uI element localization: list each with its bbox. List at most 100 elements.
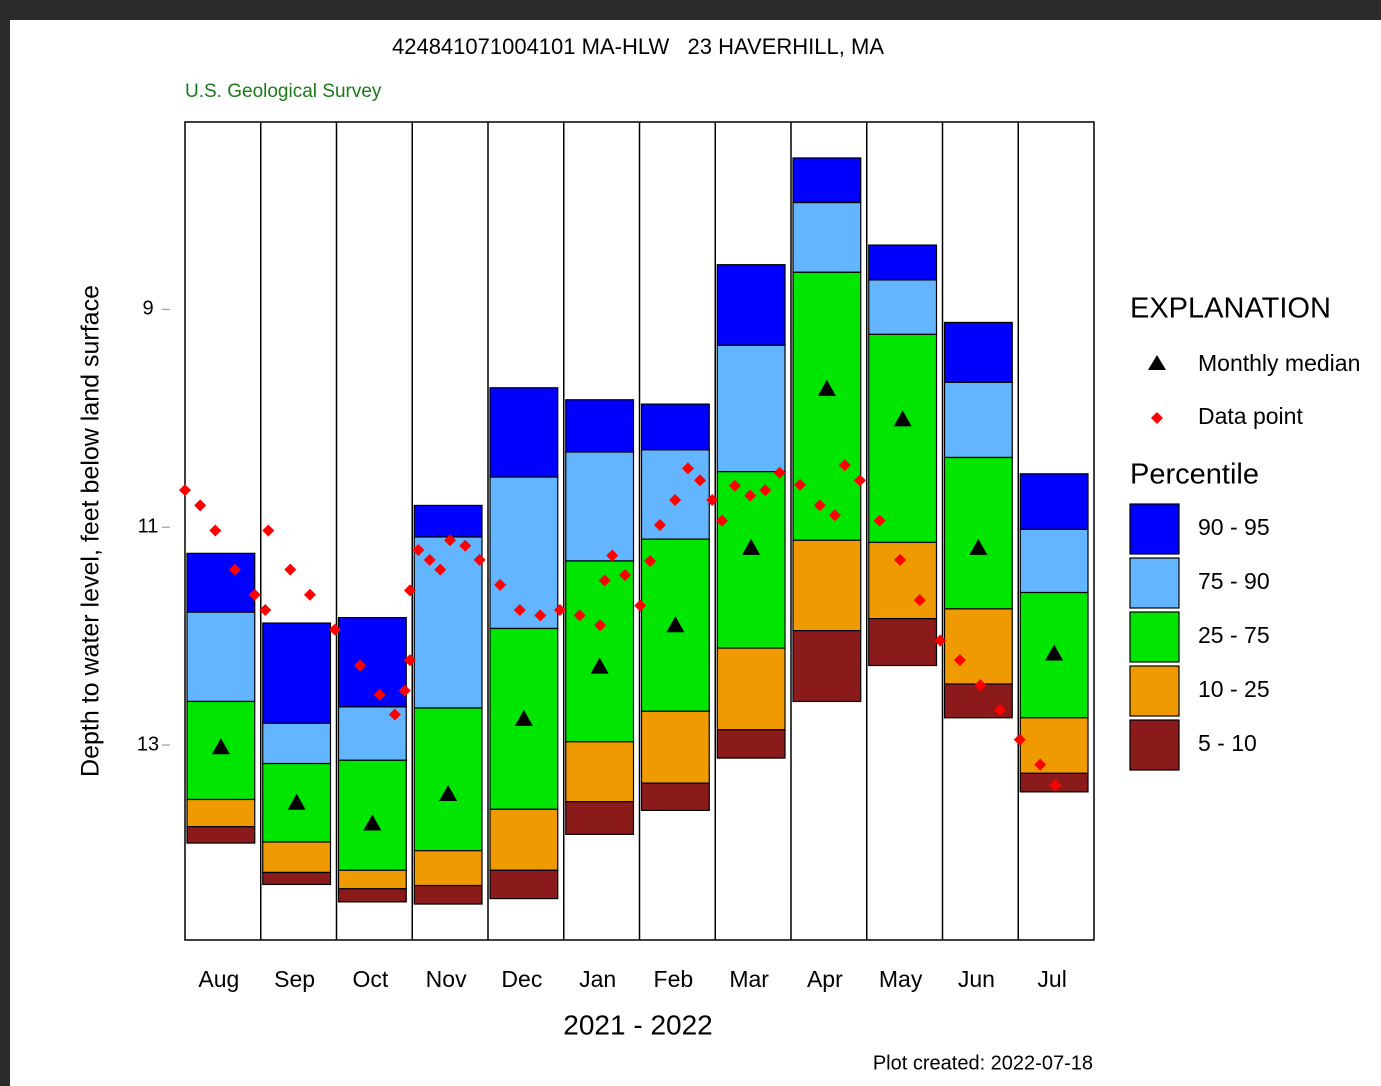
data-point: [1049, 779, 1062, 792]
legend-label: Monthly median: [1198, 350, 1360, 376]
data-point: [716, 514, 729, 527]
data-point: [606, 549, 619, 562]
percentile-box: [186, 798, 256, 828]
percentile-box: [489, 869, 559, 900]
percentile-box: [413, 504, 483, 538]
data-point: [1013, 733, 1026, 746]
percentile-box: [565, 451, 635, 562]
legend-subtitle: Percentile: [1130, 459, 1259, 491]
legend-label: 5 - 10: [1198, 730, 1257, 756]
percentile-box: [1019, 473, 1089, 530]
data-point: [248, 588, 261, 601]
data-point: [828, 509, 841, 522]
data-point: [209, 524, 222, 537]
data-point: [694, 474, 707, 487]
data-point: [553, 603, 566, 616]
median-marker: [969, 538, 988, 555]
x-tick-label: Sep: [274, 966, 315, 992]
percentile-box: [716, 264, 786, 346]
percentile-box: [868, 333, 938, 544]
x-tick-label: Apr: [807, 966, 843, 992]
data-point: [194, 499, 207, 512]
footer: Plot created: 2022-07-18: [873, 1052, 1093, 1074]
legend-swatch: [1129, 611, 1180, 663]
x-tick-label: Jan: [579, 966, 616, 992]
percentile-box: [792, 271, 862, 541]
percentile-box: [565, 560, 635, 743]
legend-title: EXPLANATION: [1130, 293, 1331, 325]
data-point: [773, 466, 786, 479]
data-point: [728, 479, 741, 492]
percentile-box: [868, 244, 938, 281]
percentile-box: [640, 782, 710, 811]
data-point: [494, 578, 507, 591]
percentile-box: [186, 611, 256, 703]
percentile-box: [262, 722, 332, 765]
x-tick-label: Mar: [729, 966, 769, 992]
percentile-box: [489, 808, 559, 871]
data-point: [573, 609, 586, 622]
legend-swatch: [1129, 665, 1180, 717]
percentile-box: [868, 541, 938, 620]
data-point: [398, 684, 411, 697]
legend-label: 10 - 25: [1198, 676, 1270, 702]
y-axis-label: Depth to water level, feet below land su…: [77, 285, 105, 777]
percentile-box: [1019, 717, 1089, 774]
data-point: [644, 554, 657, 567]
percentile-box: [943, 456, 1013, 610]
data-point: [913, 594, 926, 607]
legend-label: Data point: [1198, 403, 1303, 429]
plot-frame: [184, 121, 1095, 941]
data-point: [838, 459, 851, 472]
x-tick-label: Oct: [352, 966, 388, 992]
legend-swatch: [1129, 503, 1180, 555]
x-tick-label: Feb: [654, 966, 694, 992]
y-tick-label: 11: [138, 515, 159, 537]
x-axis-label: 2021 - 2022: [563, 1009, 712, 1040]
data-point: [459, 539, 472, 552]
percentile-box: [640, 710, 710, 784]
percentile-box: [186, 826, 256, 844]
data-point: [681, 462, 694, 475]
data-point: [412, 544, 425, 557]
legend-label: 75 - 90: [1198, 568, 1270, 594]
data-point: [284, 563, 297, 576]
percentile-box: [868, 279, 938, 335]
percentile-box: [1019, 528, 1089, 594]
data-point: [974, 679, 987, 692]
percentile-box: [943, 683, 1013, 719]
percentile-box: [262, 841, 332, 874]
percentile-box: [337, 888, 407, 903]
percentile-box: [943, 608, 1013, 685]
legend-swatch: [1129, 557, 1180, 609]
legend-label: 25 - 75: [1198, 622, 1270, 648]
data-point: [794, 478, 807, 491]
data-point: [594, 619, 607, 632]
data-point: [423, 553, 436, 566]
data-point: [653, 519, 666, 532]
x-tick-label: Jun: [958, 966, 995, 992]
data-point: [403, 654, 416, 667]
data-point: [473, 553, 486, 566]
data-point: [513, 603, 526, 616]
percentile-box: [413, 707, 483, 852]
median-marker: [817, 379, 836, 396]
percentile-box: [262, 871, 332, 886]
data-point: [353, 659, 366, 672]
y-tick-label: 13: [137, 733, 159, 755]
percentile-box: [868, 618, 938, 667]
data-point: [444, 534, 457, 547]
data-point: [373, 688, 386, 701]
chart-title: 424841071004101 MA-HLW 23 HAVERHILL, MA: [392, 34, 884, 59]
data-point: [434, 563, 447, 576]
legend-swatch: [1129, 719, 1180, 771]
percentile-box: [943, 321, 1013, 383]
y-tick-label: 9: [142, 298, 153, 320]
percentile-box: [565, 399, 635, 453]
data-point: [873, 514, 886, 527]
data-point: [403, 584, 416, 597]
median-marker: [439, 785, 458, 802]
percentile-box: [792, 539, 862, 632]
